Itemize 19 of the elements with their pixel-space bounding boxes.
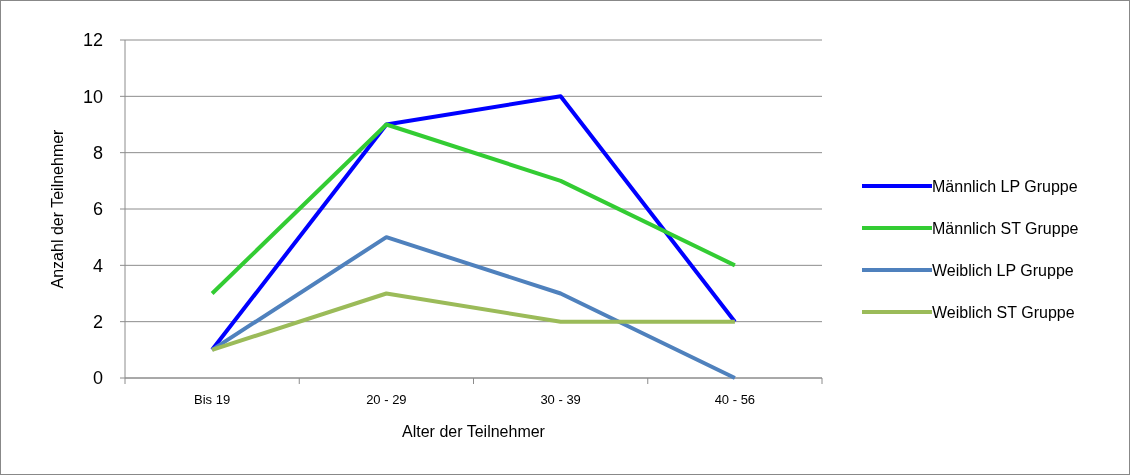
x-tick-label: Bis 19 — [194, 392, 231, 407]
legend-label: Männlich LP Gruppe — [932, 177, 1078, 195]
legend-label: Weiblich LP Gruppe — [932, 261, 1074, 279]
y-tick-label: 8 — [92, 142, 103, 163]
x-tick-label: 30 - 39 — [540, 392, 581, 407]
y-tick-label: 2 — [92, 311, 103, 332]
x-axis-title: Alter der Teilnehmer — [402, 423, 546, 440]
y-axis-title: Anzahl der Teilnehmer — [49, 128, 66, 289]
y-tick-label: 0 — [92, 368, 103, 389]
y-tick-label: 10 — [82, 86, 103, 107]
line-series — [210, 235, 737, 380]
y-tick-label: 4 — [92, 255, 103, 276]
x-tick-label: 20 - 29 — [366, 392, 407, 407]
x-tick-label: 40 - 56 — [714, 392, 756, 407]
y-tick-label: 12 — [82, 30, 103, 51]
legend-label: Männlich ST Gruppe — [932, 219, 1079, 237]
y-tick-label: 6 — [92, 199, 103, 220]
legend-label: Weiblich ST Gruppe — [932, 303, 1075, 321]
line-series — [210, 122, 737, 296]
